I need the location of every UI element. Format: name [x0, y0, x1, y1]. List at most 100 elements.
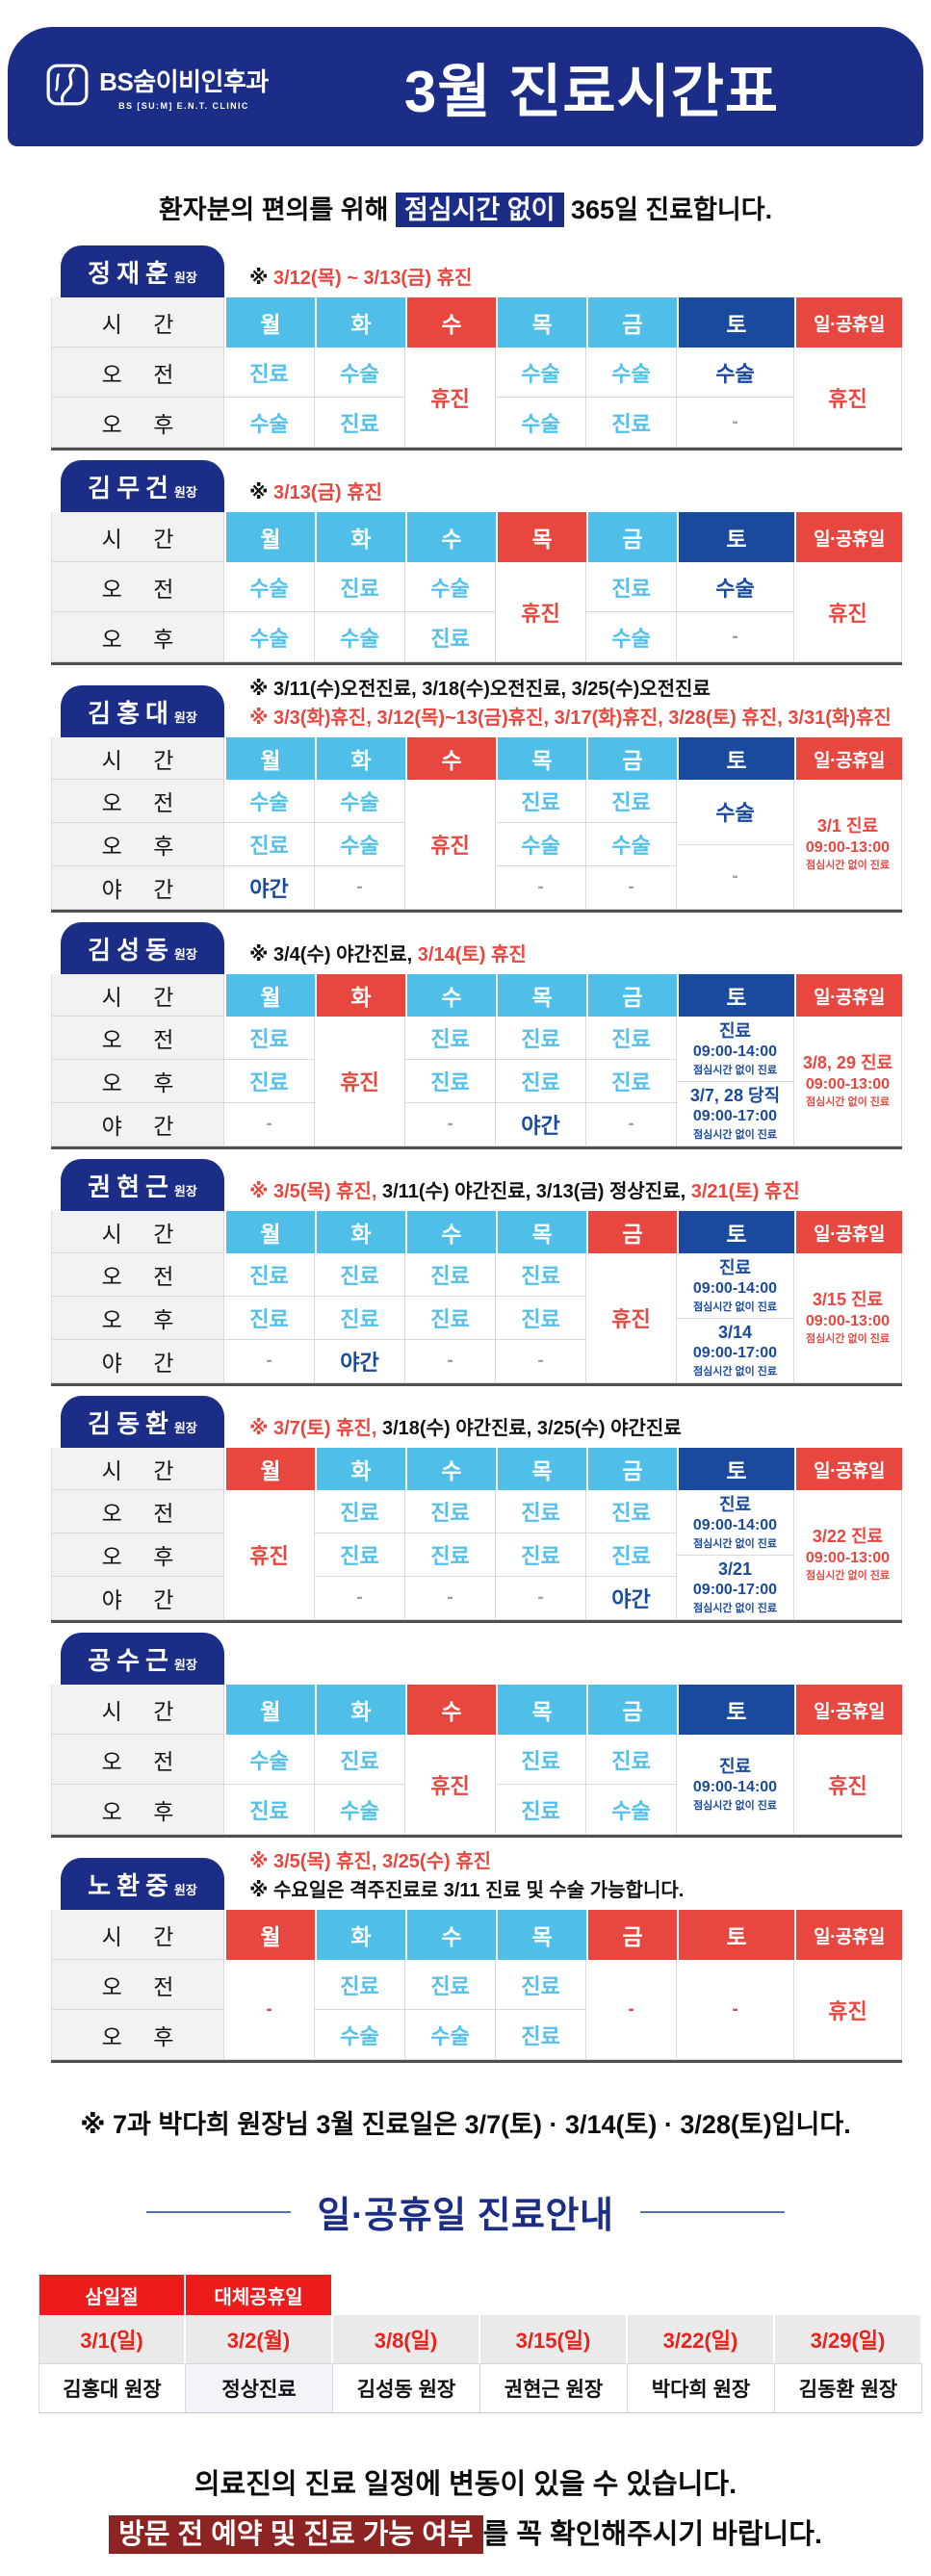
schedule-table: 시 간 월 화 수 목 금 토 일·공휴일 오 전 진료 진료 진료 진료 휴진 진료 09:00-14:00…: [51, 1211, 902, 1386]
day-header: 금: [586, 297, 677, 348]
schedule-row: 야 간 - 야간 - -: [51, 1340, 902, 1383]
doctor-header: 김무건 원장 ※ 3/13(금) 휴진: [51, 460, 903, 512]
footer-notice: 의료진의 진료 일정에 변동이 있을 수 있습니다. 방문 전 예약 및 진료 …: [0, 2460, 931, 2560]
schedule-cell: 3/1 진료 09:00-13:00 점심시간 없이 진료: [794, 780, 902, 910]
doctor-name: 공수근: [88, 1645, 174, 1675]
day-header: 토: [677, 1910, 794, 1960]
time-row-label: 야 간: [51, 1577, 224, 1620]
day-header: 일·공휴일: [794, 737, 902, 780]
split-cell-top: 진료 09:00-14:00 점심시간 없이 진료: [677, 1490, 793, 1556]
time-row-label: 오 후: [51, 1785, 224, 1835]
schedule-row: 오 후 진료 진료 진료 진료: [51, 1533, 902, 1577]
schedule-cell: -: [677, 612, 794, 662]
footer-line2-rest: 를 꼭 확인해주시기 바랍니다.: [482, 2519, 822, 2551]
day-header-row: 시 간 월 화 수 목 금 토 일·공휴일: [51, 1211, 902, 1253]
time-row-label: 오 후: [51, 1060, 224, 1103]
schedule-cell: 진료: [496, 1017, 586, 1060]
divider-line-right: [640, 2210, 786, 2213]
schedule-cell: -: [496, 1577, 586, 1620]
schedule-cell: 진료: [224, 1017, 315, 1060]
holiday-empty-cell: [628, 2275, 775, 2315]
schedule-cell: 휴진: [405, 780, 496, 910]
cell-line: 3/22 진료: [812, 1527, 884, 1547]
schedule-cell: 휴진: [794, 562, 902, 662]
schedule-cell: -: [224, 1960, 315, 2060]
schedule-cell: 수술: [496, 823, 586, 866]
doctor-section: 김동환 원장 ※ 3/7(토) 휴진, 3/18(수) 야간진료, 3/25(수) …: [51, 1396, 903, 1623]
time-row-label: 오 전: [51, 1960, 224, 2010]
day-header: 금: [586, 737, 677, 780]
doctor-header: 노환중 원장 ※ 3/5(목) 휴진, 3/25(수) 휴진 ※ 수요일은 격주진료로…: [51, 1847, 903, 1910]
cell-line: 09:00-14:00: [692, 1043, 778, 1060]
split-cell-bottom: 3/14 09:00-17:00 점심시간 없이 진료: [677, 1319, 793, 1383]
day-header: 토: [677, 1448, 794, 1490]
schedule-cell: 진료: [496, 780, 586, 823]
cell-line: 진료: [718, 1756, 752, 1776]
day-header-row: 시 간 월 화 수 목 금 토 일·공휴일: [51, 737, 902, 780]
time-column-header: 시 간: [51, 297, 224, 348]
time-row-label: 오 전: [51, 1735, 224, 1785]
cell-line: 3/21: [717, 1559, 753, 1579]
cell-line: 점심시간 없이 진료: [692, 1603, 778, 1615]
holiday-title-text: 일·공휴일 진료안내: [317, 2196, 614, 2236]
doctor-note-line: ※ 3/12(목) ~ 3/13(금) 휴진: [249, 264, 472, 293]
schedule-cell: 3/15 진료 09:00-13:00 점심시간 없이 진료: [794, 1253, 902, 1383]
split-cell-top: 진료 09:00-14:00 점심시간 없이 진료: [677, 1017, 793, 1082]
intro-post: 365일 진료합니다.: [563, 195, 773, 224]
day-header-row: 시 간 월 화 수 목 금 토 일·공휴일: [51, 512, 902, 562]
doctor-suffix: 원장: [173, 1420, 197, 1435]
doctor-header: 김홍대 원장 ※ 3/11(수)오전진료, 3/18(수)오전진료, 3/25(수)…: [51, 675, 903, 737]
schedule-cell: 진료: [224, 1297, 315, 1340]
schedule-row: 오 전 - 진료 진료 진료 - - 휴진: [51, 1960, 902, 2060]
schedule-cell: 진료: [496, 1060, 586, 1103]
day-header: 금: [586, 1448, 677, 1490]
doctor-section: 정재훈 원장 ※ 3/12(목) ~ 3/13(금) 휴진 시 간 월 화 수 목 금 토 일·공휴…: [51, 245, 903, 451]
clinic-logo-icon: [45, 63, 90, 112]
clinic-subname: BS [SU:M] E.N.T. CLINIC: [118, 101, 249, 111]
note-segment: ※ 3/7(토) 휴진,: [249, 1418, 377, 1439]
day-header: 수: [405, 1685, 496, 1735]
time-row-label: 야 간: [51, 866, 224, 910]
schedule-row: 오 전 수술 진료 수술 휴진 진료 수술 휴진: [51, 562, 902, 662]
doctor-name: 정재훈: [88, 258, 174, 288]
schedule-cell: 진료: [315, 1297, 405, 1340]
schedule-table: 시 간 월 화 수 목 금 토 일·공휴일 오 전 수술 진료 휴진 진료 진료 진료 09:00-14:00…: [51, 1685, 902, 1838]
doctor-tab: 노환중 원장: [61, 1858, 224, 1910]
time-column-header: 시 간: [51, 1685, 224, 1735]
schedule-cell: 진료: [315, 1735, 405, 1785]
schedule-cell: 수술: [315, 612, 405, 662]
schedule-cell: 수술: [315, 780, 405, 823]
day-header: 화: [315, 737, 405, 780]
time-row-label: 오 후: [51, 398, 224, 448]
doctor-suffix: 원장: [173, 946, 197, 962]
split-cell: 진료 09:00-14:00 점심시간 없이 진료 3/14 09:00-17:00 점심…: [677, 1253, 793, 1382]
schedule-cell: 야간: [586, 1577, 677, 1620]
schedule-cell: 수술: [586, 348, 677, 398]
schedule-cell: 수술: [586, 823, 677, 866]
holiday-empty-cell: [480, 2275, 628, 2315]
schedule-cell: 진료: [405, 1253, 496, 1297]
holiday-label-cell: 대체공휴일: [186, 2275, 333, 2315]
day-header: 일·공휴일: [794, 512, 902, 562]
time-column-header: 시 간: [51, 1448, 224, 1490]
day-header: 금: [586, 1685, 677, 1735]
doctor-suffix: 원장: [173, 270, 197, 285]
schedule-cell: 진료: [496, 1785, 586, 1835]
doctor-suffix: 원장: [173, 1882, 197, 1897]
doctor-tab: 김홍대 원장: [61, 685, 224, 737]
schedule-cell: 진료: [405, 1960, 496, 2010]
schedule-cell: 야간: [496, 1103, 586, 1146]
cell-line: 점심시간 없이 진료: [805, 1096, 891, 1109]
schedule-cell: -: [677, 1960, 794, 2060]
time-column-header: 시 간: [51, 1211, 224, 1253]
schedule-cell: 진료: [224, 823, 315, 866]
doctor-note-line: ※ 3/5(목) 휴진, 3/25(수) 휴진: [249, 1847, 684, 1876]
doctor-name: 김동환: [88, 1408, 174, 1438]
footer-line2: 방문 전 예약 및 진료 가능 여부 를 꼭 확인해주시기 바랍니다.: [0, 2510, 931, 2560]
doctor-section: 권현근 원장 ※ 3/5(목) 휴진, 3/11(수) 야간진료, 3/13(금) …: [51, 1159, 903, 1386]
cell-line: 09:00-17:00: [692, 1345, 778, 1362]
doctor-notes: ※ 3/13(금) 휴진: [249, 478, 382, 507]
schedule-cell: 수술: [315, 823, 405, 866]
schedule-cell: 진료: [586, 562, 677, 612]
